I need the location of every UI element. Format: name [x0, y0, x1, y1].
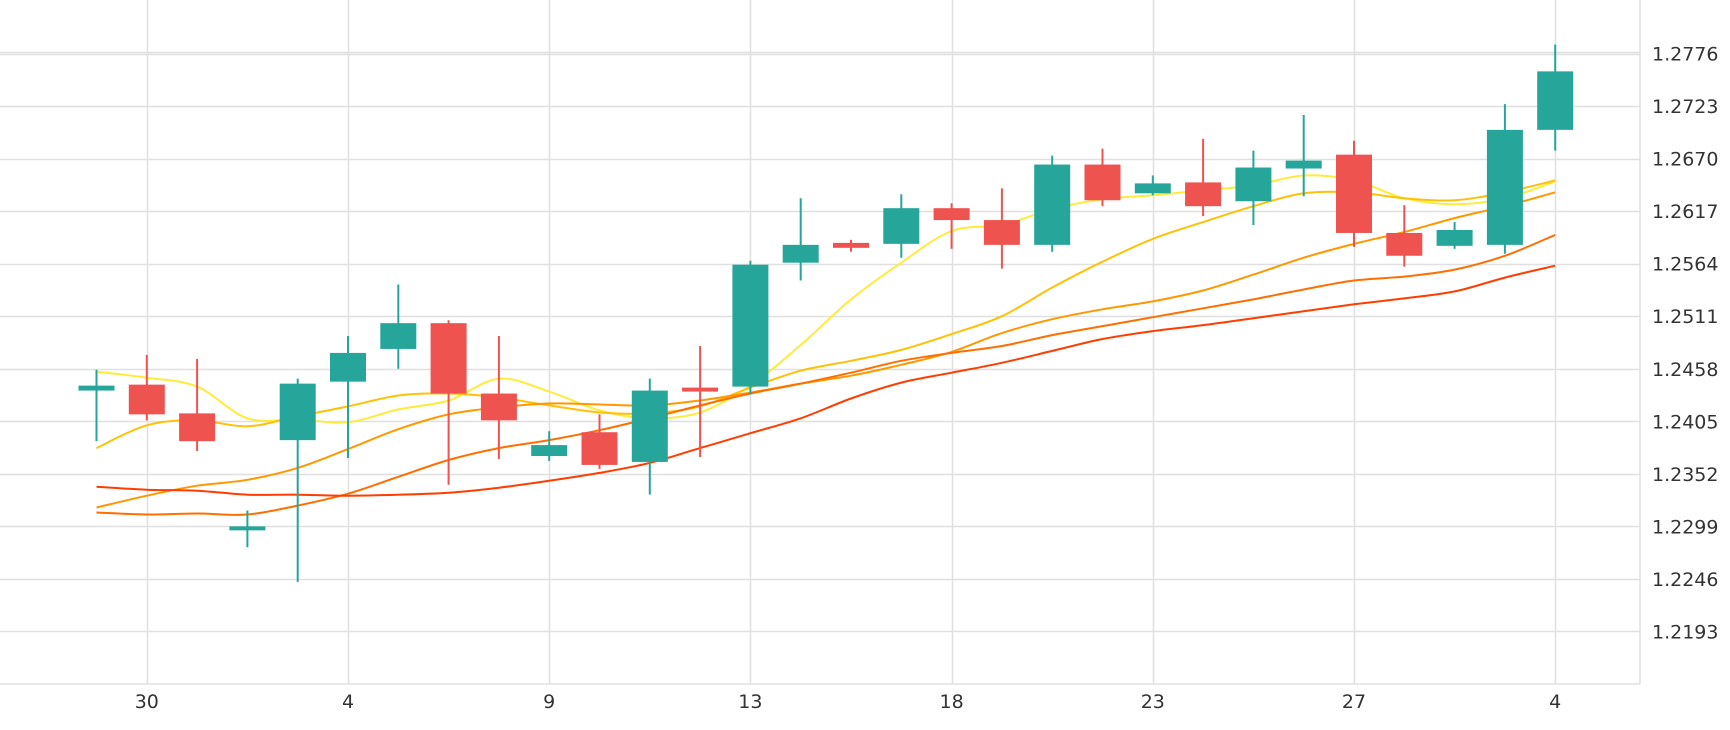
candle-body-up — [78, 385, 115, 391]
candle-body-up — [1134, 183, 1171, 194]
x-tick-label: 4 — [1549, 691, 1561, 713]
y-tick-label: 1.2193 — [1652, 621, 1718, 643]
candle — [1285, 114, 1322, 197]
moving-average-line-1 — [96, 174, 1556, 424]
candle — [983, 188, 1020, 269]
y-tick-label: 1.2511 — [1652, 306, 1718, 328]
moving-average-line-4 — [96, 233, 1556, 516]
candle-body-down — [1336, 154, 1372, 233]
candle-body-down — [933, 208, 970, 221]
moving-average-line-2 — [96, 179, 1556, 450]
candle — [380, 284, 417, 369]
candle-body-down — [480, 393, 517, 421]
candle — [279, 378, 316, 582]
candle-body-down — [179, 413, 216, 442]
candle-body-down — [128, 384, 165, 415]
candle-body-down — [430, 323, 467, 394]
y-tick-label: 1.2776 — [1652, 44, 1718, 66]
candle-body-up — [1034, 164, 1071, 245]
candle-body-down — [581, 432, 618, 465]
moving-average-lines — [96, 174, 1556, 516]
candle — [782, 198, 819, 281]
y-tick-label: 1.2352 — [1652, 464, 1718, 486]
candle-body-up — [330, 352, 366, 382]
x-axis: 30 4 9 13 18 23 27 4 — [135, 691, 1562, 713]
candle — [1084, 148, 1121, 207]
candle — [833, 239, 869, 252]
x-tick-label: 18 — [940, 691, 964, 713]
candle — [1134, 175, 1171, 196]
candle — [1386, 205, 1423, 267]
y-tick-label: 1.2617 — [1652, 201, 1718, 223]
candle — [179, 358, 216, 452]
candle-body-up — [380, 323, 417, 349]
candle — [581, 414, 618, 469]
x-tick-label: 30 — [135, 691, 159, 713]
candle-body-down — [1386, 232, 1423, 256]
candle-body-up — [631, 390, 668, 462]
y-tick-label: 1.2458 — [1652, 359, 1718, 381]
candle-body-up — [229, 526, 266, 531]
candle — [1486, 104, 1523, 254]
candle-body-up — [1285, 160, 1322, 169]
candle-body-up — [883, 208, 920, 244]
candle — [78, 369, 115, 442]
x-tick-label: 23 — [1141, 691, 1165, 713]
y-tick-label: 1.2670 — [1652, 149, 1718, 171]
candle — [531, 431, 568, 461]
candle-body-up — [782, 244, 819, 263]
candle — [883, 194, 920, 258]
y-tick-label: 1.2723 — [1652, 96, 1718, 118]
candle-body-up — [531, 445, 568, 456]
candle — [1034, 155, 1071, 252]
y-axis: 1.2193 1.2246 1.2299 1.2352 1.2405 1.2458 1.25… — [1652, 44, 1718, 644]
candle-body-up — [1537, 71, 1574, 130]
y-tick-label: 1.2564 — [1652, 254, 1718, 276]
candle-body-down — [1185, 182, 1222, 207]
y-tick-label: 1.2299 — [1652, 516, 1718, 538]
candle — [480, 336, 517, 459]
y-tick-label: 1.2405 — [1652, 411, 1718, 433]
candle — [1336, 140, 1372, 247]
y-tick-label: 1.2246 — [1652, 569, 1718, 591]
candle-body-down — [1084, 164, 1121, 201]
moving-average-line-5 — [96, 264, 1556, 497]
candle — [229, 510, 266, 548]
x-tick-label: 13 — [738, 691, 762, 713]
x-tick-label: 9 — [543, 691, 555, 713]
candle-body-up — [1486, 129, 1523, 245]
candle — [128, 354, 165, 421]
candle — [430, 320, 467, 485]
x-tick-label: 27 — [1342, 691, 1366, 713]
candle-body-up — [279, 383, 316, 441]
candle-body-up — [1235, 167, 1272, 202]
candle — [1537, 44, 1574, 151]
candle — [933, 203, 970, 249]
candles — [78, 44, 1574, 582]
grid — [0, 0, 1641, 685]
moving-average-line-3 — [96, 191, 1556, 509]
candle — [631, 378, 668, 495]
candle — [330, 336, 366, 458]
candle — [732, 260, 769, 395]
candle — [682, 345, 719, 457]
candle-body-up — [732, 264, 769, 387]
candle — [1185, 138, 1222, 217]
candle-body-up — [1436, 229, 1473, 246]
candle — [1235, 150, 1272, 226]
x-tick-label: 4 — [342, 691, 354, 713]
candle-body-down — [983, 220, 1020, 245]
candle-body-down — [682, 387, 719, 392]
candle-body-down — [833, 242, 869, 248]
candle — [1436, 222, 1473, 249]
